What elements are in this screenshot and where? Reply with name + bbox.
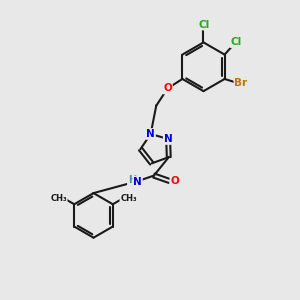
Text: N: N: [146, 129, 155, 139]
Text: O: O: [170, 176, 179, 186]
Text: CH₃: CH₃: [120, 194, 137, 203]
Text: Cl: Cl: [199, 20, 210, 30]
Text: Cl: Cl: [230, 37, 242, 47]
Text: O: O: [163, 83, 172, 94]
Text: H: H: [128, 175, 136, 185]
Text: N: N: [164, 134, 172, 144]
Text: CH₃: CH₃: [50, 194, 67, 203]
Text: N: N: [133, 176, 142, 187]
Text: Br: Br: [234, 77, 248, 88]
